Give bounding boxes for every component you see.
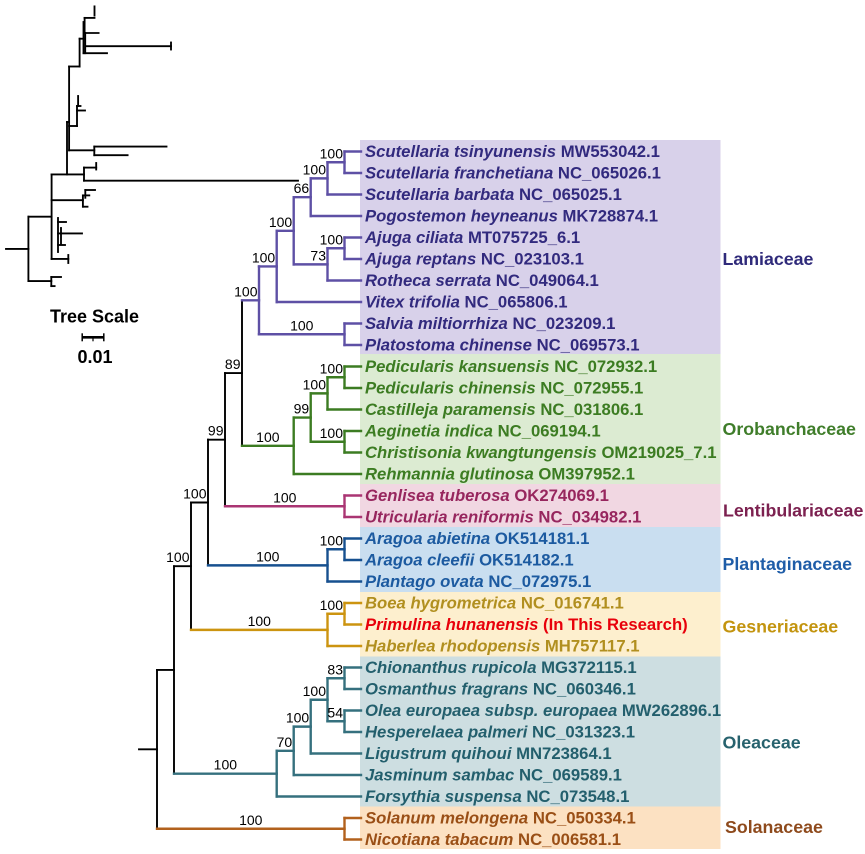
svg-text:70: 70: [277, 734, 293, 750]
svg-text:100: 100: [286, 710, 310, 726]
svg-text:100: 100: [303, 161, 327, 177]
svg-text:Plantaginaceae: Plantaginaceae: [723, 554, 853, 574]
svg-text:100: 100: [303, 376, 327, 392]
svg-text:Hesperelaea palmeri NC_031323.: Hesperelaea palmeri NC_031323.1: [365, 723, 635, 742]
svg-text:Lamiaceae: Lamiaceae: [723, 249, 814, 269]
svg-text:Olea europaea subsp. europaea: Olea europaea subsp. europaea MW262896.1: [365, 701, 721, 720]
svg-text:100: 100: [269, 214, 293, 230]
svg-text:Aeginetia indica NC_069194.1: Aeginetia indica NC_069194.1: [364, 422, 601, 441]
svg-text:Orobanchaceae: Orobanchaceae: [723, 419, 857, 439]
svg-text:Oleaceae: Oleaceae: [723, 733, 801, 753]
svg-text:Ajuga reptans NC_023103.1: Ajuga reptans NC_023103.1: [364, 250, 584, 269]
svg-text:100: 100: [256, 548, 280, 564]
svg-text:100: 100: [303, 683, 327, 699]
svg-text:100: 100: [252, 249, 276, 265]
svg-text:100: 100: [320, 360, 344, 376]
svg-text:Salvia miltiorrhiza NC_023209.: Salvia miltiorrhiza NC_023209.1: [365, 314, 615, 333]
svg-text:100: 100: [273, 489, 297, 505]
svg-text:Rotheca serrata NC_049064.1: Rotheca serrata NC_049064.1: [365, 271, 599, 290]
svg-text:Solanum melongena NC_050334.1: Solanum melongena NC_050334.1: [365, 809, 636, 828]
svg-text:Rehmannia glutinosa OM397952.1: Rehmannia glutinosa OM397952.1: [365, 465, 635, 484]
svg-text:Pogostemon heyneanus MK728874.: Pogostemon heyneanus MK728874.1: [365, 207, 658, 226]
svg-text:99: 99: [294, 401, 310, 417]
svg-text:Ligustrum quihoui MN723864.1: Ligustrum quihoui MN723864.1: [365, 744, 612, 763]
svg-text:Forsythia suspensa NC_073548.1: Forsythia suspensa NC_073548.1: [365, 787, 629, 806]
svg-text:Plantago ovata NC_072975.1: Plantago ovata NC_072975.1: [365, 572, 591, 591]
svg-text:100: 100: [214, 757, 238, 773]
svg-text:Osmanthus fragrans NC_060346.1: Osmanthus fragrans NC_060346.1: [365, 680, 636, 699]
svg-text:Nicotiana tabacum NC_006581.1: Nicotiana tabacum NC_006581.1: [365, 830, 621, 849]
svg-text:Genlisea tuberosa OK274069.1: Genlisea tuberosa OK274069.1: [365, 486, 609, 505]
svg-text:100: 100: [320, 532, 344, 548]
svg-text:89: 89: [225, 356, 241, 372]
svg-text:Aragoa abietina OK514181.1: Aragoa abietina OK514181.1: [364, 529, 589, 548]
svg-text:Scutellaria barbata NC_065025.: Scutellaria barbata NC_065025.1: [365, 185, 622, 204]
svg-text:Gesneriaceae: Gesneriaceae: [723, 617, 839, 637]
svg-text:Ajuga ciliata MT075725_6.1: Ajuga ciliata MT075725_6.1: [364, 228, 580, 247]
svg-text:Castilleja paramensis NC_03180: Castilleja paramensis NC_031806.1: [365, 400, 643, 419]
svg-text:0.01: 0.01: [77, 347, 112, 367]
svg-text:Pedicularis kansuensis NC_0729: Pedicularis kansuensis NC_072932.1: [365, 357, 657, 376]
svg-text:100: 100: [320, 231, 344, 247]
svg-text:100: 100: [234, 283, 258, 299]
svg-text:100: 100: [256, 429, 280, 445]
svg-text:100: 100: [248, 613, 272, 629]
svg-text:100: 100: [183, 486, 207, 502]
svg-text:Primulina hunanensis (In This: Primulina hunanensis (In This Research): [365, 615, 688, 634]
svg-text:Haberlea rhodopensis MH757117.: Haberlea rhodopensis MH757117.1: [365, 637, 640, 656]
svg-text:66: 66: [294, 180, 310, 196]
svg-text:100: 100: [239, 812, 263, 828]
svg-text:Aragoa cleefii OK514182.1: Aragoa cleefii OK514182.1: [364, 551, 574, 570]
svg-text:83: 83: [327, 661, 343, 677]
svg-text:99: 99: [208, 423, 224, 439]
svg-text:Pedicularis chinensis NC_07295: Pedicularis chinensis NC_072955.1: [365, 379, 643, 398]
svg-text:Lentibulariaceae: Lentibulariaceae: [723, 501, 863, 521]
svg-text:73: 73: [310, 247, 326, 263]
svg-text:Jasminum sambac NC_069589.1: Jasminum sambac NC_069589.1: [365, 766, 622, 785]
svg-text:100: 100: [166, 549, 190, 565]
svg-text:Vitex trifolia NC_065806.1: Vitex trifolia NC_065806.1: [365, 293, 568, 312]
svg-text:100: 100: [320, 425, 344, 441]
svg-text:Solanaceae: Solanaceae: [725, 817, 823, 837]
svg-text:Christisonia kwangtungensis OM: Christisonia kwangtungensis OM219025_7.1: [365, 443, 717, 462]
svg-text:Tree Scale: Tree Scale: [50, 307, 139, 327]
svg-text:100: 100: [290, 317, 314, 333]
svg-text:54: 54: [327, 704, 343, 720]
svg-text:Scutellaria franchetiana NC_06: Scutellaria franchetiana NC_065026.1: [365, 164, 661, 183]
svg-text:100: 100: [320, 597, 344, 613]
svg-text:Utricularia reniformis NC_0349: Utricularia reniformis NC_034982.1: [365, 508, 641, 527]
svg-text:Boea hygrometrica NC_016741.1: Boea hygrometrica NC_016741.1: [365, 594, 624, 613]
svg-text:Scutellaria tsinyunensis MW553: Scutellaria tsinyunensis MW553042.1: [365, 142, 660, 161]
svg-text:Chionanthus rupicola MG372115.: Chionanthus rupicola MG372115.1: [365, 658, 637, 677]
svg-text:Platostoma chinense NC_069573.: Platostoma chinense NC_069573.1: [365, 336, 640, 355]
svg-text:100: 100: [320, 145, 344, 161]
